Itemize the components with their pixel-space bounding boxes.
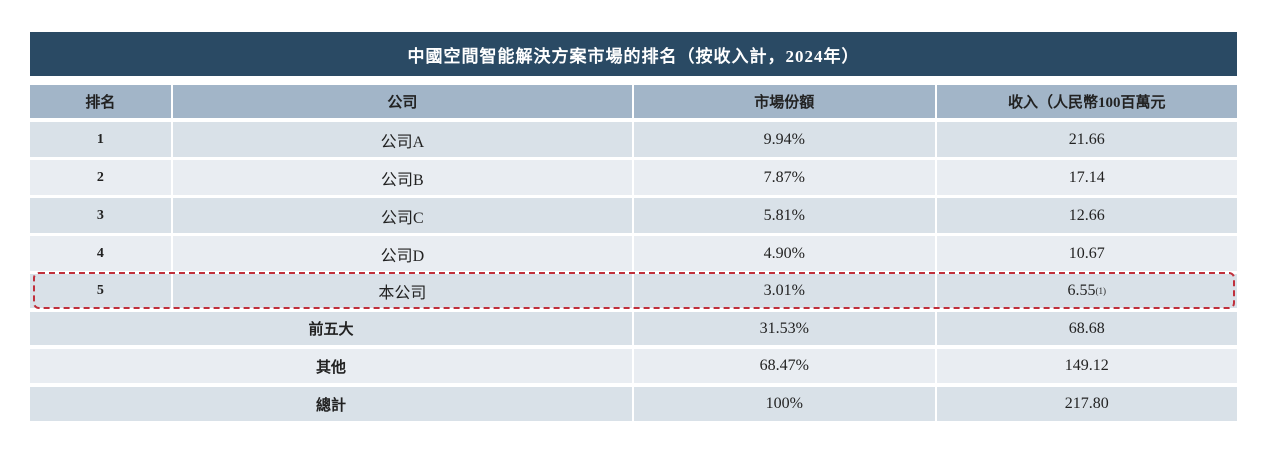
header-company: 公司 bbox=[172, 85, 632, 118]
revenue-value: 6.55 bbox=[1067, 282, 1096, 299]
summary-row: 總計 100% 217.80 bbox=[30, 387, 1237, 421]
share-cell: 4.90% bbox=[634, 236, 935, 271]
highlight-box bbox=[33, 272, 1235, 309]
share-cell: 5.81% bbox=[634, 198, 935, 233]
revenue-cell: 10.67 bbox=[936, 236, 1237, 271]
company-cell: 公司D bbox=[172, 236, 632, 271]
table-row: 3 公司C 5.81% 12.66 bbox=[30, 198, 1237, 233]
rank-cell: 2 bbox=[30, 160, 171, 195]
rank-cell: 5 bbox=[30, 274, 171, 308]
share-cell: 31.53% bbox=[634, 312, 935, 345]
revenue-cell: 217.80 bbox=[936, 387, 1237, 421]
rank-cell: 4 bbox=[30, 236, 171, 271]
table-row-highlighted: 5 本公司 3.01% 6.55 (1) bbox=[30, 274, 1237, 308]
share-cell: 3.01% bbox=[634, 274, 935, 308]
header-share: 市場份額 bbox=[634, 85, 935, 118]
header-rank: 排名 bbox=[30, 85, 171, 118]
table-row: 4 公司D 4.90% 10.67 bbox=[30, 236, 1237, 271]
table-row: 2 公司B 7.87% 17.14 bbox=[30, 160, 1237, 195]
share-cell: 9.94% bbox=[634, 122, 935, 157]
table-title: 中國空間智能解決方案市場的排名（按收入計，2024年） bbox=[30, 32, 1237, 76]
revenue-cell: 68.68 bbox=[936, 312, 1237, 345]
revenue-cell: 21.66 bbox=[936, 122, 1237, 157]
summary-row: 前五大 31.53% 68.68 bbox=[30, 312, 1237, 345]
summary-label: 其他 bbox=[30, 349, 632, 383]
share-cell: 100% bbox=[634, 387, 935, 421]
footnote-marker: (1) bbox=[1095, 286, 1107, 296]
share-cell: 7.87% bbox=[634, 160, 935, 195]
revenue-cell: 12.66 bbox=[936, 198, 1237, 233]
rank-cell: 1 bbox=[30, 122, 171, 157]
revenue-cell: 6.55 (1) bbox=[936, 274, 1237, 308]
share-cell: 68.47% bbox=[634, 349, 935, 383]
header-row: 排名 公司 市場份額 收入（人民幣100百萬元 bbox=[30, 85, 1237, 118]
header-revenue: 收入（人民幣100百萬元 bbox=[936, 85, 1237, 118]
revenue-cell: 17.14 bbox=[936, 160, 1237, 195]
company-cell: 本公司 bbox=[172, 274, 632, 308]
company-cell: 公司A bbox=[172, 122, 632, 157]
summary-label: 前五大 bbox=[30, 312, 632, 345]
rank-cell: 3 bbox=[30, 198, 171, 233]
table-row: 1 公司A 9.94% 21.66 bbox=[30, 122, 1237, 157]
summary-row: 其他 68.47% 149.12 bbox=[30, 349, 1237, 383]
company-cell: 公司B bbox=[172, 160, 632, 195]
company-cell: 公司C bbox=[172, 198, 632, 233]
revenue-cell: 149.12 bbox=[936, 349, 1237, 383]
summary-label: 總計 bbox=[30, 387, 632, 421]
